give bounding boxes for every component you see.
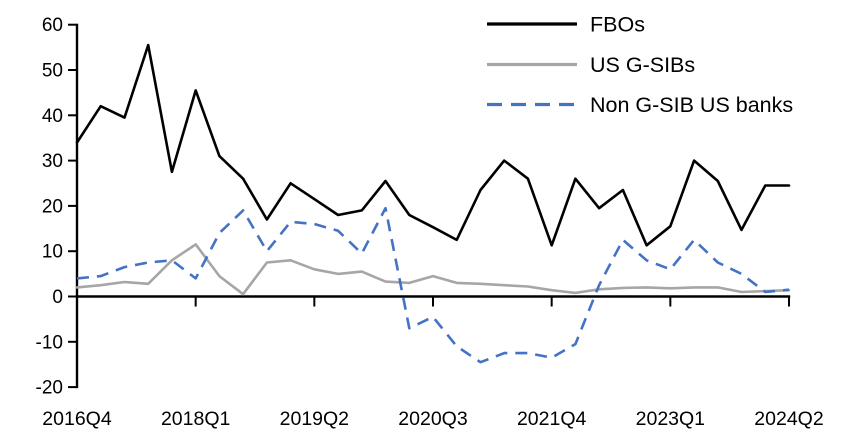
x-tick-label: 2021Q4 (517, 408, 587, 430)
series-line-non-g-sib-us-banks (76, 206, 790, 364)
legend-label-fbos: FBOs (590, 13, 645, 37)
x-tick-label: 2020Q3 (398, 408, 467, 430)
x-tick-label: 2024Q2 (754, 408, 823, 430)
y-tick-label: 50 (42, 61, 63, 82)
y-tick-label: 40 (42, 106, 63, 127)
y-tick-label: 10 (42, 242, 63, 263)
y-tick-label: 60 (42, 15, 63, 36)
x-tick-label: 2019Q2 (280, 408, 349, 430)
y-tick-label: 20 (42, 196, 63, 217)
series-line-fbos (75, 43, 791, 247)
legend-label-us-g-sibs: US G-SIBs (590, 53, 695, 77)
y-tick-label: -20 (36, 378, 63, 399)
y-tick-label: 30 (42, 151, 63, 172)
x-tick-label: 2016Q4 (42, 408, 112, 430)
series-line-us-g-sibs (75, 243, 791, 296)
y-tick-label: -10 (36, 332, 63, 353)
y-tick-label: 0 (52, 287, 63, 308)
legend-label-non-g-sib-us-banks: Non G-SIB US banks (590, 93, 793, 117)
x-tick-label: 2018Q1 (161, 408, 230, 430)
x-tick-label: 2023Q1 (636, 408, 705, 430)
